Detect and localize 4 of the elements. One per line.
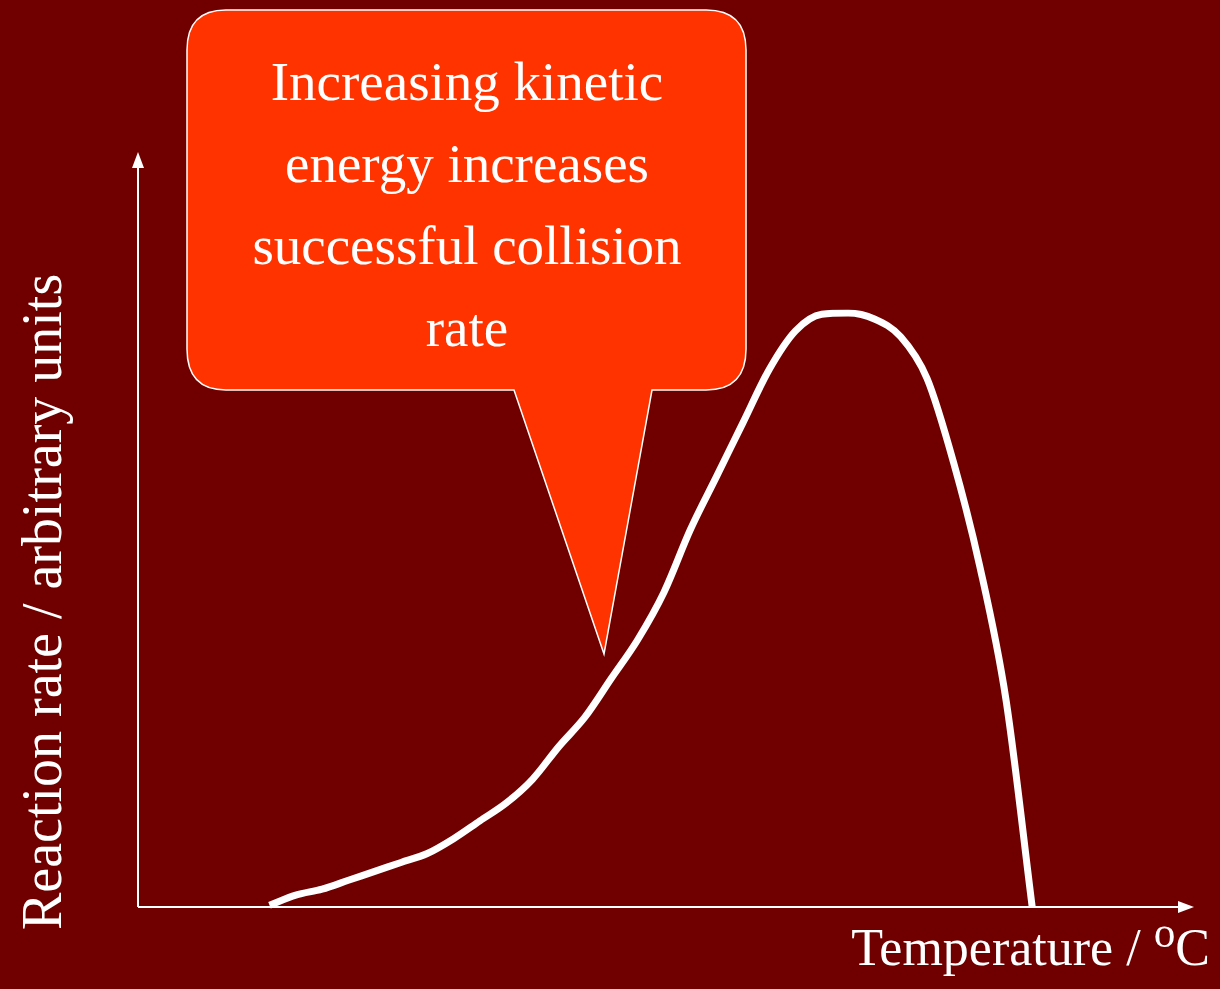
y-axis-title: Reaction rate / arbitrary units xyxy=(10,273,74,930)
annotation: Increasing kinetic energy increases successful collision rate xyxy=(252,50,682,360)
speech-bubble: Increasing kinetic energy increases successful collision rate xyxy=(186,9,748,657)
x-axis-title: Temperature / $^{o}$C xyxy=(850,907,1210,979)
